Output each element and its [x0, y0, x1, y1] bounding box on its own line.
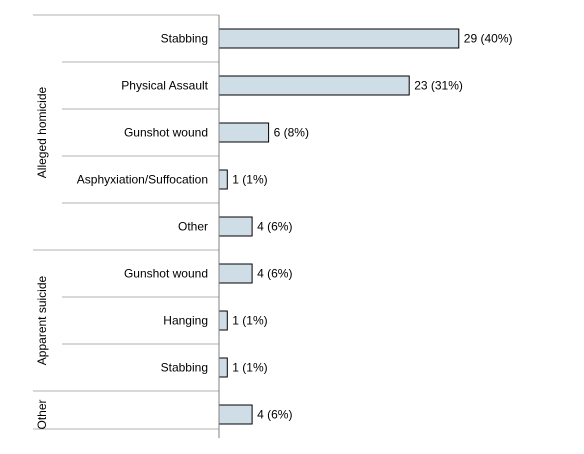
bar [218, 263, 253, 284]
category-label: Hanging [163, 314, 208, 328]
bar [218, 357, 228, 378]
bar [218, 75, 410, 96]
group-labels: Alleged homicide Apparent suicide Other [35, 86, 49, 429]
data-labels: 29 (40%) 23 (31%) 6 (8%) 1 (1%) 4 (6%) 4 (6%)… [232, 32, 512, 422]
data-label: 6 (8%) [274, 126, 309, 140]
category-label: Physical Assault [121, 79, 208, 93]
data-label: 29 (40%) [464, 32, 513, 46]
data-label: 4 (6%) [257, 267, 292, 281]
category-dividers [33, 14, 219, 430]
data-label: 1 (1%) [232, 173, 267, 187]
category-labels: Stabbing Physical Assault Gunshot wound Asp… [77, 32, 209, 375]
bars [218, 28, 460, 425]
bar [218, 310, 228, 331]
category-label: Stabbing [161, 32, 208, 46]
group-label: Alleged homicide [35, 86, 49, 178]
data-label: 4 (6%) [257, 220, 292, 234]
group-label: Other [35, 399, 49, 429]
data-label: 23 (31%) [414, 79, 463, 93]
category-label: Asphyxiation/Suffocation [77, 173, 208, 187]
category-label: Gunshot wound [124, 126, 208, 140]
group-label: Apparent suicide [35, 275, 49, 365]
category-label: Gunshot wound [124, 267, 208, 281]
data-label: 1 (1%) [232, 314, 267, 328]
data-label: 4 (6%) [257, 408, 292, 422]
bar [218, 404, 253, 425]
bar [218, 169, 228, 190]
bar [218, 216, 253, 237]
bar [218, 122, 270, 143]
data-label: 1 (1%) [232, 361, 267, 375]
category-label: Stabbing [161, 361, 208, 375]
category-label: Other [178, 220, 208, 234]
bar [218, 28, 460, 49]
